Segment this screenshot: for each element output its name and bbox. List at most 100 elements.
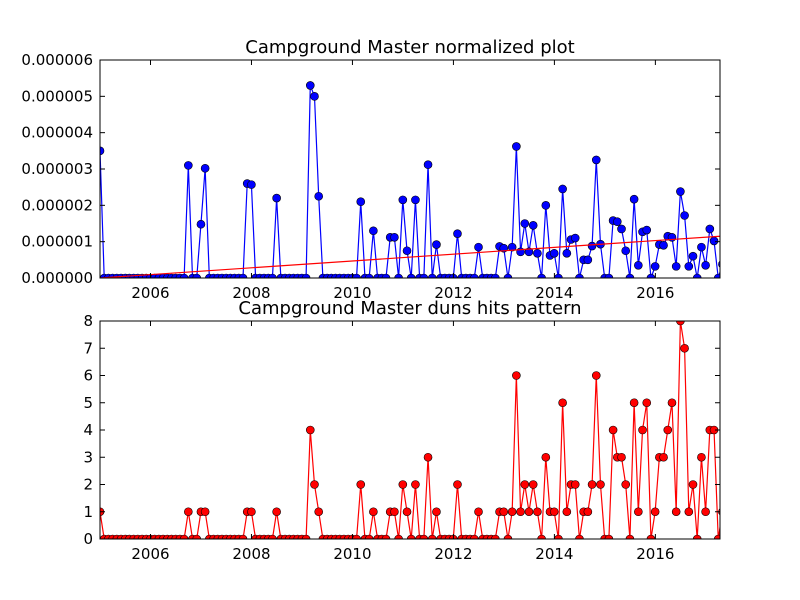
data-point [192,534,202,539]
x-tick-label: 2006 [131,545,169,563]
data-point [520,480,530,489]
data-point [503,273,513,278]
data-point [650,507,660,517]
data-point [697,242,706,252]
plot-area [100,321,720,539]
data-point [364,273,374,278]
data-point [192,273,202,278]
data-point [314,507,324,517]
x-tick-label: 2016 [636,284,674,302]
data-point [402,246,412,256]
data-point [507,242,517,252]
data-point [100,146,105,156]
data-point [659,241,668,250]
data-point [587,241,597,251]
data-point [470,273,479,278]
x-tick-label: 2014 [535,284,573,302]
y-tick-label: 3 [83,448,93,466]
data-point [688,251,698,261]
data-point [470,534,479,539]
data-point [268,534,277,539]
duns-hits-plot: Campground Master duns hits pattern 2006… [83,298,721,563]
data-point [583,255,593,265]
data-point [516,507,525,517]
data-point [621,246,631,256]
data-point [247,180,256,189]
y-tick-label: 0.000006 [21,51,93,69]
data-point [356,197,366,206]
data-point [692,273,702,278]
data-point [406,273,416,278]
data-point [684,262,694,271]
data-point [575,534,584,539]
data-point [419,273,429,278]
y-tick-label: 0.000005 [21,87,93,105]
x-tick-label: 2016 [636,545,674,563]
data-point [558,184,567,194]
y-tick-label: 0 [83,530,93,548]
data-point [305,425,315,435]
data-point [356,480,366,489]
axes-frame [99,320,721,540]
y-tick-label: 6 [83,367,93,385]
data-point [558,398,567,408]
data-point [697,452,706,462]
data-point [554,534,563,539]
data-point [524,247,534,257]
data-point [390,507,399,517]
data-point [402,507,412,517]
y-tick-label: 5 [83,394,93,412]
data-point [604,534,614,539]
data-point [634,507,643,517]
data-point [499,507,509,517]
normalized-plot: Campground Master normalized plot 2006 20… [21,37,721,302]
data-point [680,211,689,220]
data-point [570,480,580,489]
x-tick-label: 2010 [333,545,371,563]
data-point [179,273,189,278]
data-point [684,507,694,517]
x-tick-label: 2008 [232,545,270,563]
data-point [533,507,542,517]
data-point [352,273,361,278]
data-point [629,194,639,204]
data-point [453,480,462,489]
data-point [659,452,668,462]
x-tick-label: 2008 [232,284,270,302]
data-point [537,534,546,539]
y-tick-label: 2 [83,476,93,494]
chart-title: Campground Master duns hits pattern [238,298,581,319]
data-point [512,142,521,151]
data-point [179,534,189,539]
data-point [671,262,681,271]
data-point [423,160,433,169]
data-point [537,273,546,278]
data-point [474,242,483,252]
data-point [671,507,681,517]
data-point [352,534,361,539]
data-point [688,480,698,489]
data-point [634,260,643,270]
data-point [381,534,391,539]
data-point [305,81,315,90]
data-point [591,155,601,165]
data-point [394,273,403,278]
data-point [394,534,403,539]
data-point [587,480,597,489]
data-point [646,534,656,539]
data-point [591,371,601,380]
data-point [427,273,437,278]
data-point [310,480,319,489]
data-point [554,273,563,278]
data-point [562,248,572,258]
y-axis-ticks: 0 1 2 3 4 5 6 7 8 [83,312,720,548]
y-tick-label: 0.000002 [21,196,93,214]
data-point [390,233,399,242]
y-tick-label: 0.000003 [21,160,93,178]
data-point [650,262,660,271]
data-point [549,507,559,517]
x-tick-label: 2012 [434,545,472,563]
data-point [520,219,530,228]
data-point [570,233,580,243]
